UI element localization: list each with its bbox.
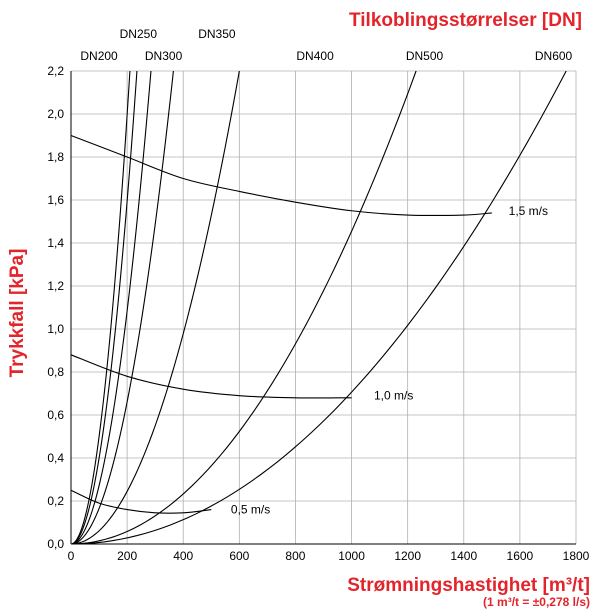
y-tick-label: 1,6: [47, 193, 64, 207]
grid: [70, 70, 577, 545]
x-tick-label: 1400: [450, 549, 477, 563]
velocity-labels: 0,5 m/s 1,0 m/s 1,5 m/s: [231, 204, 548, 517]
dn-label: DN500: [406, 49, 444, 63]
y-axis-label: Trykkfall [kPa]: [7, 249, 28, 378]
dn-label: DN350: [198, 27, 236, 41]
x-axis-note: (1 m³/t = ±0,278 l/s): [483, 595, 590, 609]
size-curve-dn250: [70, 70, 138, 545]
size-curve-dn400: [70, 70, 240, 545]
size-curve-dn300: [70, 70, 152, 545]
x-tick-label: 600: [229, 549, 249, 563]
x-tick-label: 0: [68, 549, 75, 563]
dn-label: DN250: [120, 27, 158, 41]
x-tick-label: 800: [285, 549, 305, 563]
y-tick-label: 1,4: [47, 236, 64, 250]
curves: [70, 70, 567, 545]
size-curve-dn200: [70, 70, 131, 545]
x-tick-label: 1800: [563, 549, 590, 563]
y-tick-label: 0,4: [47, 451, 64, 465]
velocity-label: 1,5 m/s: [509, 204, 548, 218]
y-tick-label: 2,0: [47, 107, 64, 121]
velocity-curve: [70, 489, 212, 514]
velocity-curve: [70, 354, 352, 399]
y-tick-label: 0,2: [47, 494, 64, 508]
y-tick-label: 2,2: [47, 64, 64, 78]
x-tick-label: 200: [117, 549, 137, 563]
x-tick-label: 1200: [394, 549, 421, 563]
chart-title: Tilkoblingsstørrelser [DN]: [349, 10, 582, 31]
ticks: 0 200 400 600 800 1000 1200 1400 1600 1800 0,0 0,2 0…: [47, 64, 589, 563]
y-tick-label: 0,0: [47, 537, 64, 551]
y-tick-label: 0,8: [47, 365, 64, 379]
velocity-curve: [70, 134, 492, 217]
size-curve-dn350: [70, 70, 174, 545]
dn-label: DN200: [80, 49, 118, 63]
dn-label: DN300: [145, 49, 183, 63]
dn-label: DN400: [296, 49, 334, 63]
y-tick-label: 1,8: [47, 150, 64, 164]
x-tick-label: 1600: [507, 549, 534, 563]
x-tick-label: 1000: [338, 549, 365, 563]
x-tick-label: 400: [173, 549, 193, 563]
size-curve-dn600: [70, 70, 567, 545]
y-tick-label: 0,6: [47, 408, 64, 422]
velocity-label: 0,5 m/s: [231, 503, 270, 517]
x-axis-label: Strømningshastighet [m³/t]: [347, 575, 590, 596]
y-tick-label: 1,0: [47, 322, 64, 336]
y-tick-label: 1,2: [47, 279, 64, 293]
velocity-label: 1,0 m/s: [374, 389, 413, 403]
size-curve-dn500: [70, 70, 417, 545]
dn-label: DN600: [535, 49, 573, 63]
